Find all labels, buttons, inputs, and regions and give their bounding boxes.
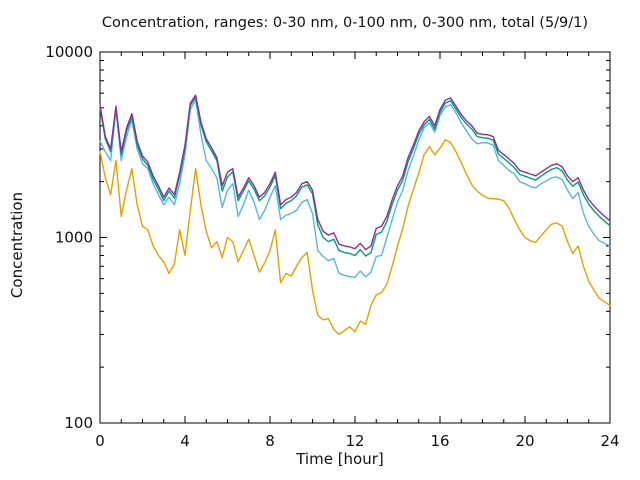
series-line-0-30-nm — [99, 139, 611, 336]
y-tick-label: 10000 — [45, 43, 93, 61]
plot-axes — [99, 51, 611, 424]
plot-series — [99, 94, 611, 336]
x-tick-label: 12 — [345, 432, 364, 450]
x-tick-label: 8 — [265, 432, 275, 450]
x-tick-label: 20 — [515, 432, 534, 450]
series-line-total — [99, 94, 611, 251]
y-axis-label: Concentration — [8, 192, 26, 298]
y-tick-label: 1000 — [55, 229, 93, 247]
x-tick-label: 0 — [95, 432, 105, 450]
plot-ticks — [99, 51, 611, 424]
plot-tick-labels: 0 4 8 12 16 20 24 100 1000 10000 — [45, 43, 619, 450]
y-tick-label: 100 — [64, 414, 93, 432]
series-line-0-100-nm — [99, 99, 611, 279]
plot-border — [99, 51, 611, 424]
x-axis-label: Time [hour] — [295, 450, 384, 468]
series-line-0-300-nm — [99, 96, 611, 257]
x-tick-label: 4 — [180, 432, 190, 450]
x-tick-label: 16 — [430, 432, 449, 450]
chart-title: Concentration, ranges: 0-30 nm, 0-100 nm… — [102, 15, 588, 31]
x-tick-label: 24 — [600, 432, 619, 450]
